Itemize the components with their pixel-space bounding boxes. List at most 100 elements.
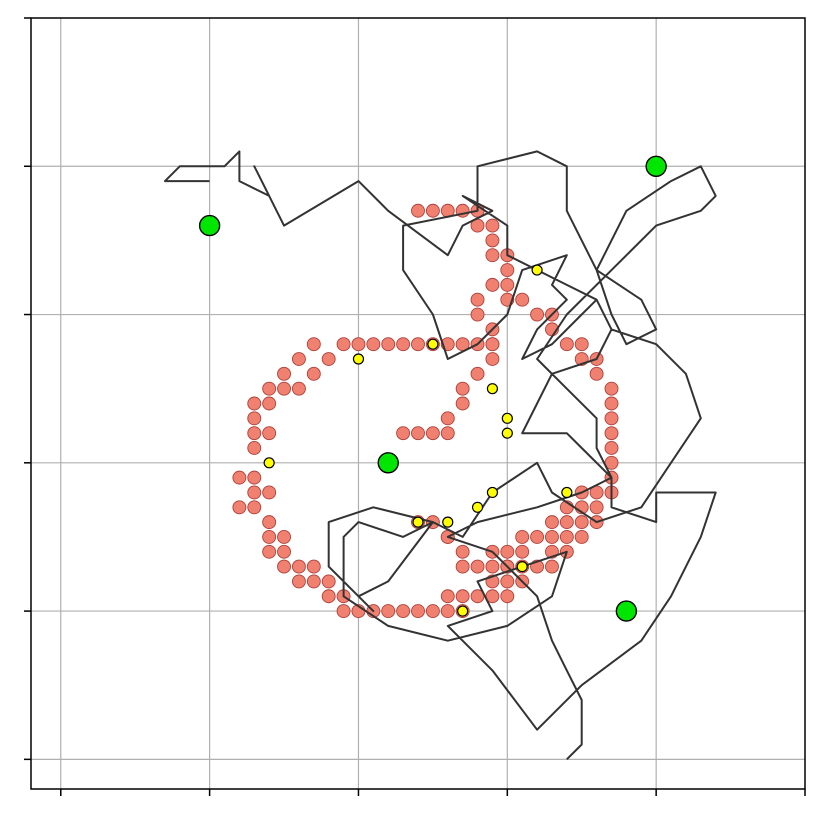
- occupied-cell: [485, 559, 500, 574]
- occupied-cell: [425, 426, 440, 441]
- occupied-cell: [381, 337, 396, 352]
- occupied-cell: [455, 559, 470, 574]
- intersection-point: [427, 338, 439, 350]
- occupied-cell: [515, 292, 530, 307]
- node-point: [615, 600, 638, 622]
- random-walk-path: [164, 150, 717, 761]
- occupied-cell: [306, 337, 321, 352]
- occupied-cell: [411, 426, 425, 441]
- occupied-cell: [500, 574, 515, 589]
- occupied-cell: [530, 307, 545, 322]
- occupied-cell: [291, 381, 306, 396]
- intersection-point: [352, 353, 365, 365]
- occupied-cell: [500, 263, 515, 278]
- occupied-cell: [515, 529, 530, 544]
- occupied-cell: [440, 411, 455, 426]
- occupied-cell: [440, 604, 455, 619]
- intersection-point: [501, 427, 513, 439]
- occupied-cell: [411, 604, 425, 619]
- occupied-cell: [604, 381, 619, 396]
- occupied-cell: [247, 411, 262, 426]
- occupied-cell: [247, 441, 262, 455]
- occupied-cell: [411, 337, 425, 352]
- occupied-cell: [485, 218, 500, 233]
- occupied-cell: [500, 277, 515, 292]
- occupied-cell: [470, 292, 485, 307]
- path-layer: [164, 150, 717, 761]
- occupied-cell: [604, 411, 619, 426]
- occupied-cell: [247, 426, 262, 441]
- occupied-cell: [515, 544, 530, 559]
- occupied-cell: [485, 337, 500, 352]
- occupied-cell: [545, 559, 559, 574]
- occupied-cell: [485, 352, 500, 366]
- occupied-cell: [247, 470, 262, 485]
- occupied-cell: [604, 426, 619, 441]
- occupied-cell: [574, 515, 589, 530]
- occupied-cell: [306, 574, 321, 589]
- occupied-cell: [500, 544, 515, 559]
- intersection-point: [442, 516, 454, 528]
- occupied-cell: [425, 203, 440, 218]
- occupied-cell: [262, 515, 277, 530]
- occupied-cell: [545, 529, 559, 544]
- occupied-cell: [262, 485, 277, 500]
- node-point: [377, 452, 399, 474]
- occupied-cell: [336, 337, 351, 352]
- occupied-cell: [500, 589, 515, 604]
- occupied-cell: [425, 604, 440, 619]
- occupied-cell: [559, 337, 574, 352]
- occupied-cell: [470, 559, 485, 574]
- intersection-point: [561, 486, 573, 499]
- intersection-point: [516, 560, 528, 573]
- occupied-cell: [396, 426, 411, 441]
- occupied-cell: [455, 544, 470, 559]
- intersection-point: [486, 383, 499, 395]
- occupied-cell: [306, 366, 321, 381]
- occupied-cell: [455, 396, 470, 411]
- occupied-cell: [604, 396, 619, 411]
- occupied-cell: [262, 529, 277, 544]
- plot-frame: [30, 17, 806, 790]
- occupied-cell: [589, 366, 604, 381]
- occupied-cell: [277, 529, 291, 544]
- occupied-cell: [291, 574, 306, 589]
- intersection-point: [486, 486, 499, 499]
- intersections-layer: [263, 264, 573, 617]
- occupied-cell: [574, 529, 589, 544]
- occupied-cell: [455, 381, 470, 396]
- occupied-cell: [485, 233, 500, 248]
- occupied-cell: [277, 544, 291, 559]
- occupied-cell: [321, 574, 336, 589]
- occupied-cell: [574, 337, 589, 352]
- occupied-cell: [604, 441, 619, 455]
- node-point: [645, 155, 667, 177]
- occupied-cell: [396, 337, 411, 352]
- nodes-layer: [198, 155, 667, 622]
- intersection-point: [412, 516, 424, 528]
- intersection-point: [531, 264, 543, 276]
- occupied-cell: [321, 589, 336, 604]
- occupied-cell: [366, 337, 381, 352]
- occupied-cell: [440, 426, 455, 441]
- occupied-cell: [470, 307, 485, 322]
- occupied-cell: [336, 604, 351, 619]
- occupied-cell: [247, 396, 262, 411]
- occupied-cell: [396, 604, 411, 619]
- occupied-cell: [485, 248, 500, 263]
- occupied-cell: [321, 352, 336, 366]
- node-point: [198, 214, 221, 237]
- occupied-cell: [306, 559, 321, 574]
- occupied-cell: [277, 366, 291, 381]
- occupied-cell: [262, 544, 277, 559]
- occupied-cell: [545, 515, 559, 530]
- occupied-cell: [530, 529, 545, 544]
- occupied-cell: [262, 396, 277, 411]
- occupied-cell: [247, 485, 262, 500]
- axis-ticks: [24, 17, 806, 796]
- occupied-cell: [411, 203, 425, 218]
- occupied-cell: [589, 500, 604, 515]
- occupied-cell: [277, 381, 291, 396]
- occupied-cell: [485, 277, 500, 292]
